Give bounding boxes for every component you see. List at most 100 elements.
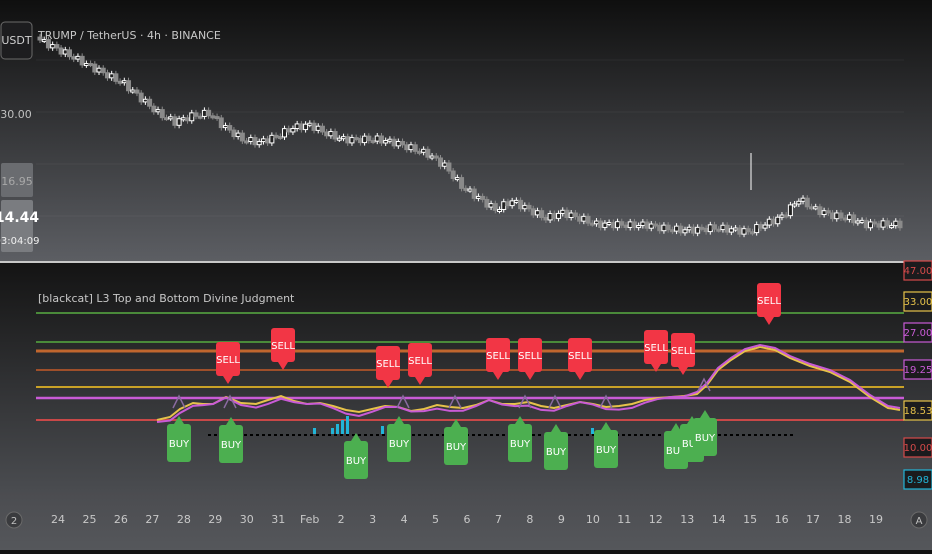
sell-signal-label: SELL bbox=[568, 351, 592, 362]
buy-signal-label: BUY bbox=[510, 439, 531, 450]
candle bbox=[838, 212, 844, 219]
candle bbox=[303, 123, 309, 131]
candle bbox=[244, 140, 250, 144]
sell-signal: SELL bbox=[486, 338, 510, 380]
candle bbox=[513, 199, 519, 203]
candle bbox=[459, 177, 465, 189]
candle bbox=[75, 55, 81, 60]
buy-signal: BUY bbox=[544, 424, 568, 470]
histogram-bar bbox=[591, 428, 594, 434]
candle bbox=[315, 125, 321, 131]
candle bbox=[787, 204, 793, 217]
buy-signal: BUY bbox=[167, 416, 191, 462]
candle bbox=[163, 117, 169, 121]
buy-signal: BUY bbox=[444, 419, 468, 465]
candle bbox=[636, 225, 642, 229]
settings-icon[interactable] bbox=[5, 511, 23, 529]
candle bbox=[193, 112, 199, 117]
time-axis-pane[interactable] bbox=[0, 492, 932, 550]
histogram-bars bbox=[313, 416, 594, 434]
candle bbox=[366, 135, 372, 142]
buy-signal-label: BUY bbox=[346, 456, 367, 467]
auto-scale-button[interactable]: A bbox=[910, 511, 928, 529]
svg-text:10.00: 10.00 bbox=[904, 443, 932, 454]
sell-signal: SELL bbox=[671, 333, 695, 375]
svg-text:47.00: 47.00 bbox=[904, 266, 932, 277]
last-price-value: 14.44 bbox=[0, 210, 39, 226]
candle bbox=[581, 215, 587, 222]
candle bbox=[311, 122, 317, 131]
sell-signal-label: SELL bbox=[408, 356, 432, 367]
candle bbox=[138, 92, 144, 103]
candle bbox=[779, 214, 785, 218]
candle bbox=[585, 215, 591, 224]
time-axis-label: 25 bbox=[82, 513, 96, 526]
candle bbox=[505, 201, 511, 207]
pane-divider[interactable] bbox=[0, 261, 932, 263]
candle bbox=[277, 135, 283, 139]
candle bbox=[880, 220, 886, 228]
candle bbox=[218, 117, 224, 129]
candle bbox=[362, 135, 368, 144]
time-axis-label: 17 bbox=[806, 513, 820, 526]
candle bbox=[282, 128, 288, 138]
candle bbox=[336, 137, 342, 141]
candle bbox=[345, 136, 351, 144]
candle bbox=[737, 227, 743, 235]
indicator-axis-label: 8.98 bbox=[903, 469, 932, 490]
candle bbox=[437, 157, 443, 167]
candle bbox=[859, 219, 865, 223]
candle bbox=[602, 222, 608, 228]
candle bbox=[256, 141, 262, 146]
svg-text:18.53: 18.53 bbox=[904, 406, 932, 417]
currency-button[interactable] bbox=[0, 21, 33, 60]
buy-signal: BUY bbox=[693, 410, 717, 456]
buy-signal-label: BUY bbox=[169, 439, 190, 450]
candle bbox=[741, 228, 747, 235]
time-axis-label: 6 bbox=[464, 513, 471, 526]
candle bbox=[497, 208, 503, 212]
indicator-title: [blackcat] L3 Top and Bottom Divine Judg… bbox=[38, 292, 295, 305]
time-axis-label: 4 bbox=[401, 513, 408, 526]
settings-button[interactable]: 2 bbox=[5, 511, 23, 529]
candle bbox=[518, 199, 524, 210]
candle bbox=[265, 138, 271, 144]
sell-signal: SELL bbox=[216, 342, 240, 384]
candle bbox=[775, 216, 781, 225]
candle bbox=[395, 140, 401, 147]
candle bbox=[416, 150, 422, 154]
time-axis-label: 18 bbox=[838, 513, 852, 526]
candle bbox=[117, 80, 123, 84]
time-axis-label: 29 bbox=[208, 513, 222, 526]
candle bbox=[745, 228, 751, 233]
sell-signal: SELL bbox=[271, 328, 295, 370]
sell-signal: SELL bbox=[757, 283, 781, 325]
svg-text:A: A bbox=[916, 516, 923, 527]
candle bbox=[319, 125, 325, 133]
symbol-title: TRUMP / TetherUS · 4h · BINANCE bbox=[37, 29, 221, 42]
candle bbox=[45, 39, 51, 49]
candle bbox=[206, 109, 212, 117]
candle bbox=[872, 221, 878, 225]
time-axis-label: 19 bbox=[869, 513, 883, 526]
candle bbox=[813, 206, 819, 210]
peak-markers bbox=[172, 377, 711, 409]
candle bbox=[83, 63, 89, 67]
candle bbox=[62, 49, 68, 55]
candle bbox=[855, 220, 861, 224]
candle bbox=[606, 221, 612, 225]
candle bbox=[446, 162, 452, 172]
candle bbox=[623, 224, 629, 228]
buy-signal: BUY bbox=[344, 433, 368, 479]
candle bbox=[762, 224, 768, 229]
candle bbox=[884, 220, 890, 227]
candle bbox=[724, 224, 730, 233]
candle bbox=[720, 224, 726, 231]
histogram-bar bbox=[346, 416, 349, 434]
auto-scale-icon[interactable] bbox=[910, 511, 928, 529]
buy-signal-label: BUY bbox=[446, 442, 467, 453]
time-axis-label: 31 bbox=[271, 513, 285, 526]
candle bbox=[79, 55, 85, 66]
histogram-bar bbox=[381, 426, 384, 434]
